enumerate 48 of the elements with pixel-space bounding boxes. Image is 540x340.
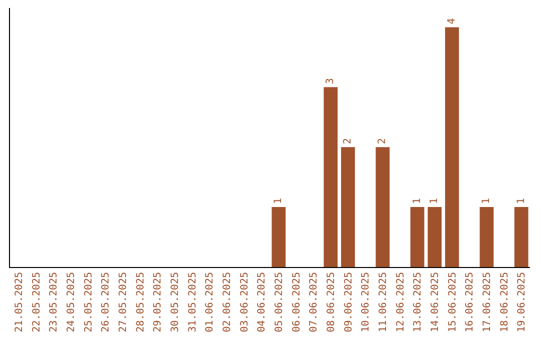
x-tick-label: 14.06.2025	[430, 272, 441, 332]
bar	[341, 147, 355, 267]
x-tick-label: 15.06.2025	[447, 272, 458, 332]
x-tick-label: 30.05.2025	[170, 272, 181, 332]
x-tick-label: 25.05.2025	[83, 272, 94, 332]
x-tick-label: 28.05.2025	[135, 272, 146, 332]
bar	[376, 147, 390, 267]
x-tick-label: 21.05.2025	[14, 272, 25, 332]
x-tick-label: 03.06.2025	[239, 272, 250, 332]
x-tick-label: 26.05.2025	[100, 272, 112, 332]
x-tick-label: 22.05.2025	[31, 272, 42, 332]
x-tick-label: 19.06.2025	[516, 272, 528, 332]
data-label: 2	[342, 138, 354, 144]
x-tick-label: 24.05.2025	[66, 272, 77, 332]
x-tick-label: 13.06.2025	[412, 272, 424, 332]
data-label: 1	[412, 198, 423, 204]
x-tick-label: 23.05.2025	[48, 272, 60, 332]
x-tick-label: 10.06.2025	[360, 272, 372, 332]
x-tick-label: 08.06.2025	[326, 272, 337, 332]
data-label: 4	[446, 18, 458, 24]
x-tick-label: 29.05.2025	[152, 272, 164, 332]
x-tick-label: 09.06.2025	[343, 272, 354, 332]
x-tick-label: 11.06.2025	[378, 272, 389, 332]
data-label: 3	[325, 78, 336, 84]
x-tick-label: 07.06.2025	[308, 272, 320, 332]
data-label: 1	[273, 198, 284, 204]
x-tick-label: 04.06.2025	[256, 272, 268, 332]
x-tick-label: 17.06.2025	[482, 272, 493, 332]
data-label: 2	[377, 138, 388, 144]
bar	[324, 87, 338, 267]
bar	[410, 207, 424, 267]
x-tick-label: 27.05.2025	[118, 272, 129, 332]
x-tick-label: 05.06.2025	[274, 272, 285, 332]
x-tick-label: 12.06.2025	[395, 272, 406, 332]
bar	[514, 207, 528, 267]
bar	[480, 207, 494, 267]
bar	[445, 27, 459, 267]
x-tick-label: 02.06.2025	[222, 272, 233, 332]
bar	[272, 207, 286, 267]
data-label: 1	[481, 198, 492, 204]
x-tick-label: 18.06.2025	[499, 272, 510, 332]
data-label: 1	[429, 198, 440, 204]
bar	[428, 207, 442, 267]
x-tick-label: 31.05.2025	[187, 272, 198, 332]
x-tick-label: 06.06.2025	[291, 272, 302, 332]
data-label: 1	[516, 198, 527, 204]
x-tick-label: 16.06.2025	[464, 272, 476, 332]
x-tick-label: 01.06.2025	[204, 272, 216, 332]
